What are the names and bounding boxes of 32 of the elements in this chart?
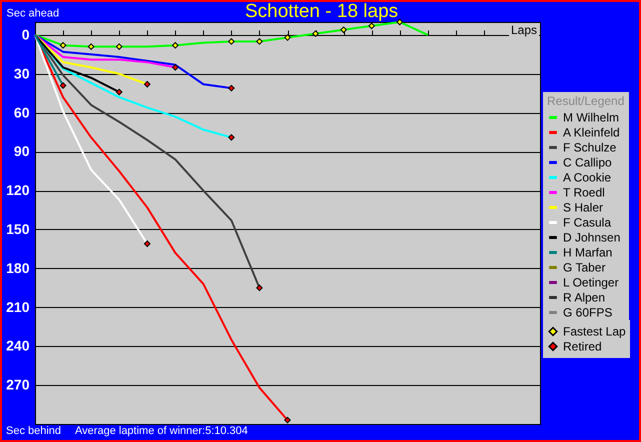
legend-label: A Cookie [563, 170, 612, 184]
y-tick-label: 150 [6, 220, 30, 237]
legend-label: D Johnsen [563, 230, 620, 244]
legend-label: Retired [563, 340, 602, 354]
y-tick-label: 90 [14, 143, 30, 160]
text: Average laptime of winner:5:10.304 [75, 425, 248, 437]
y-axis-title: Sec ahead [6, 8, 60, 20]
x-axis-title: Laps [508, 23, 539, 37]
legend-label: S Haler [563, 200, 604, 214]
legend-label: R Alpen [563, 290, 606, 304]
y-tick-label: 120 [6, 182, 30, 198]
legend-label: H Marfan [563, 246, 612, 260]
y-tick-label: 210 [6, 298, 30, 315]
legend-label: L Oetinger [563, 276, 619, 290]
text: Sec behind [6, 425, 62, 437]
y-tick-label: 180 [6, 260, 30, 276]
legend-title: Result/Legend [547, 94, 624, 108]
y-tick-label: 270 [6, 376, 30, 393]
legend-label: T Roedl [563, 186, 605, 200]
legend-label: G 60FPS [563, 306, 612, 320]
legend-label: G Taber [563, 260, 606, 274]
y-tick-label: 240 [6, 338, 30, 354]
legend-label: Fastest Lap [563, 324, 626, 338]
y-tick-label: 30 [14, 65, 30, 82]
legend-label: M Wilhelm [563, 110, 619, 124]
legend-label: A Kleinfeld [563, 126, 620, 140]
y-tick-label: 0 [22, 26, 30, 42]
legend-label: F Schulze [563, 140, 617, 154]
y-tick-label: 60 [14, 104, 30, 120]
chart-title: Schotten - 18 laps [245, 1, 398, 23]
legend-label: C Callipo [563, 156, 612, 170]
legend-label: F Casula [563, 216, 612, 230]
